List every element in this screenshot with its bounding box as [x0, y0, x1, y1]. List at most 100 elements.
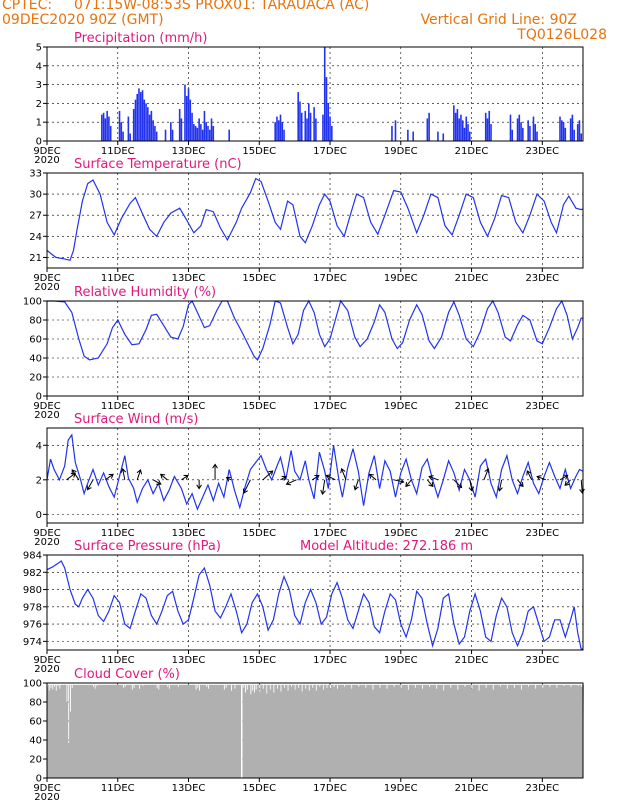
wind-vector	[326, 474, 336, 481]
x-tick-label: 13DEC	[172, 783, 206, 794]
pressure-subtitle: Model Altitude: 272.186 m	[300, 539, 473, 554]
wind-vector	[280, 476, 287, 481]
precip-bar	[529, 125, 531, 141]
precip-bar	[118, 110, 121, 141]
x-year-label: 2020	[34, 155, 59, 166]
x-tick-label: 9DEC	[33, 783, 60, 794]
precip-bar	[426, 118, 429, 141]
x-tick-label: 11DEC	[101, 528, 135, 539]
wind-vector	[160, 473, 168, 481]
precip-bar	[313, 107, 315, 141]
precip-bar	[456, 109, 459, 141]
x-year-label: 2020	[34, 410, 59, 421]
precip-bar	[391, 125, 393, 141]
x-year-label: 2020	[34, 282, 59, 293]
y-tick-label: 982	[23, 568, 42, 579]
pressure-panel	[43, 554, 584, 654]
precip-bar	[329, 116, 331, 141]
wind-vector	[469, 479, 473, 491]
y-tick-label: 40	[29, 736, 42, 747]
precip-bar	[463, 127, 466, 141]
precip-bar	[106, 110, 108, 141]
y-tick-label: 27	[29, 211, 42, 222]
wind-panel	[43, 427, 585, 527]
precip-bar	[306, 118, 308, 141]
precip-bar	[299, 101, 301, 141]
precip-bar	[274, 122, 276, 141]
wind-vector	[181, 475, 189, 481]
precip-bar	[101, 114, 103, 141]
y-tick-label: 4	[36, 61, 42, 72]
precip-bar	[516, 118, 519, 141]
wind-vector-head	[159, 473, 166, 479]
wind-vector	[564, 479, 571, 486]
wind-vector	[559, 474, 568, 481]
wind-vector-head	[484, 467, 490, 474]
precip-bar	[196, 127, 199, 141]
precip-bar	[150, 110, 153, 141]
x-tick-label: 17DEC	[313, 146, 347, 157]
wind-vector	[71, 469, 80, 481]
precip-bar	[569, 118, 572, 141]
precip-bar	[141, 90, 144, 141]
x-tick-label: 15DEC	[242, 146, 276, 157]
x-tick-label: 13DEC	[172, 655, 206, 666]
x-tick-label: 23DEC	[525, 655, 559, 666]
precip-bar	[194, 125, 197, 141]
x-tick-label: 21DEC	[455, 528, 489, 539]
precip-bar	[407, 129, 409, 141]
precip-bar	[164, 129, 167, 141]
wind-vector	[369, 473, 377, 481]
precip-bar	[279, 114, 282, 141]
wind-vector-head	[340, 467, 346, 474]
precip-bar	[132, 109, 135, 141]
y-tick-label: 980	[23, 585, 42, 596]
x-tick-label: 19DEC	[384, 528, 418, 539]
precip-bar	[152, 120, 154, 141]
precip-bar	[127, 116, 130, 141]
y-tick-label: 20	[29, 755, 42, 766]
wind-vector	[152, 479, 162, 485]
wind-vector	[426, 479, 434, 487]
x-tick-label: 15DEC	[242, 273, 276, 284]
wind-vector-head	[497, 486, 503, 492]
precip-bar	[104, 118, 107, 141]
x-tick-label: 23DEC	[525, 273, 559, 284]
precip-bar	[276, 116, 278, 141]
wind-vector-head	[457, 482, 463, 489]
y-tick-label: 33	[29, 169, 42, 180]
x-tick-label: 11DEC	[101, 783, 135, 794]
precip-bar	[155, 131, 158, 141]
y-tick-label: 80	[29, 698, 42, 709]
wind-vector-head	[428, 475, 434, 481]
precip-bar	[527, 120, 529, 141]
precip-bar	[578, 120, 581, 141]
x-tick-label: 23DEC	[525, 146, 559, 157]
x-tick-label: 17DEC	[313, 273, 347, 284]
temp-frame	[46, 172, 584, 269]
precip-bar	[532, 116, 535, 141]
wind-vector-head	[428, 481, 434, 488]
wind-vector-head	[285, 480, 292, 486]
wind-vector	[87, 479, 94, 490]
y-tick-label: 974	[23, 637, 42, 648]
wind-vector	[341, 468, 347, 481]
precip-bar	[484, 112, 487, 141]
wind-vector-head	[120, 467, 127, 474]
wind-vector-head	[242, 488, 248, 494]
x-tick-label: 13DEC	[172, 401, 206, 412]
x-tick-label: 17DEC	[313, 655, 347, 666]
precip-bar	[522, 127, 524, 141]
cloud-frame	[46, 682, 584, 779]
wind-vector	[354, 479, 359, 490]
wind-vector	[428, 476, 439, 481]
y-tick-label: 5	[36, 43, 42, 54]
x-tick-label: 17DEC	[313, 783, 347, 794]
x-tick-label: 19DEC	[384, 146, 418, 157]
precip-bar	[108, 116, 110, 141]
x-tick-label: 23DEC	[525, 528, 559, 539]
y-tick-label: 0	[36, 510, 42, 521]
wind-frame	[46, 427, 584, 524]
x-tick-label: 9DEC	[33, 146, 60, 157]
